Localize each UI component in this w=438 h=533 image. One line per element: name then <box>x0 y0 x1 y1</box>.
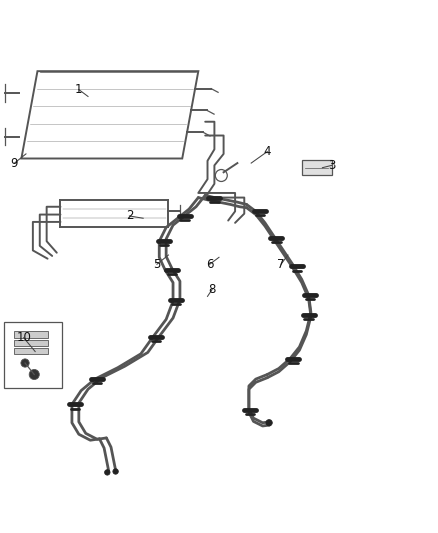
Bar <box>302 160 332 175</box>
Text: 7: 7 <box>277 257 285 271</box>
Text: 9: 9 <box>11 157 18 169</box>
Text: 6: 6 <box>206 257 214 271</box>
Circle shape <box>29 369 39 379</box>
Bar <box>14 340 48 346</box>
Circle shape <box>113 469 118 474</box>
Circle shape <box>266 419 272 426</box>
Text: 1: 1 <box>75 83 83 96</box>
Text: 2: 2 <box>126 209 133 222</box>
Text: 10: 10 <box>16 331 31 344</box>
Bar <box>14 348 48 354</box>
Circle shape <box>105 470 110 475</box>
Text: 3: 3 <box>328 159 335 172</box>
Text: 8: 8 <box>208 283 216 296</box>
Bar <box>4 321 62 389</box>
Circle shape <box>21 359 29 367</box>
Text: 5: 5 <box>153 257 161 271</box>
Bar <box>14 332 48 338</box>
Text: 4: 4 <box>264 145 271 158</box>
